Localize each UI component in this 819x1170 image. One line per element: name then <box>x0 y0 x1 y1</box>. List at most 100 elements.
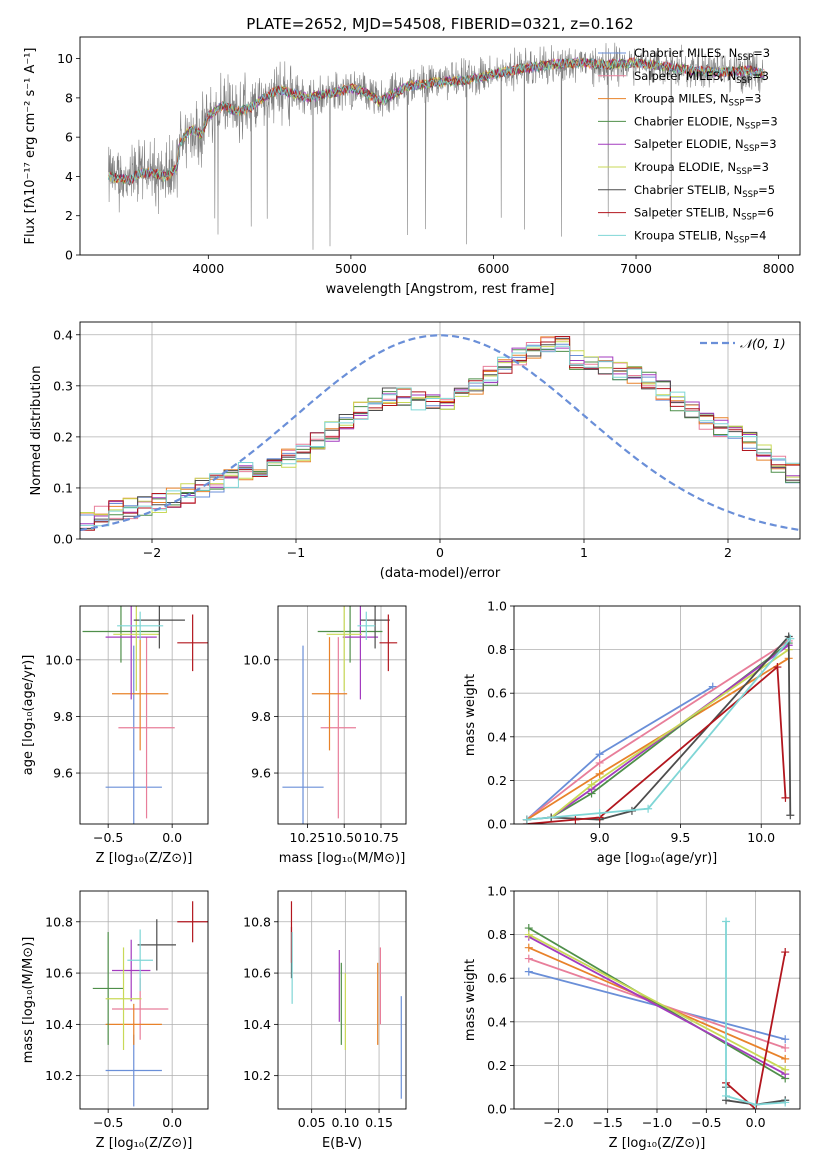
x-tick-label: 6000 <box>478 261 510 276</box>
y-tick-label: 10.2 <box>243 1068 271 1083</box>
legend-label-subscript: SSP <box>736 167 752 177</box>
mass-vs-metallicity-panel: −0.5 0.0 10.2 10.4 10.6 10.8 Z [log₁₀(Z/Z⊙)] ma… <box>21 890 209 1151</box>
weight-point-marker <box>781 1098 790 1107</box>
y-tick-label: 1.0 <box>487 884 507 899</box>
legend-label: 𝒩(0, 1) <box>740 336 786 351</box>
x-axis-label: (data-model)/error <box>380 566 501 581</box>
weight-point-marker <box>781 793 790 802</box>
weight-point-marker <box>595 750 604 759</box>
y-tick-label: 10.8 <box>243 914 271 929</box>
axes-frame <box>277 605 407 825</box>
legend-label-text: Chabrier STELIB, N <box>634 183 742 197</box>
y-tick-label: 0.6 <box>487 971 507 986</box>
plot-area <box>282 606 398 824</box>
weight-vs-metallicity-panel: −2.0 −1.5 −1.0 −0.5 0.0 0.0 0.2 0.4 0.6 0.8 1.0 Z [… <box>463 884 801 1151</box>
x-tick-label: −2 <box>143 545 161 560</box>
y-tick-label: 8 <box>65 90 73 105</box>
weight-point-marker <box>571 815 580 824</box>
x-tick-label: 0.10 <box>331 1115 359 1130</box>
x-tick-label: −0.5 <box>691 1115 721 1130</box>
x-tick-label: 9.5 <box>670 830 690 845</box>
legend-label-suffix: =3 <box>753 46 770 60</box>
residual-histogram-step <box>80 336 800 529</box>
x-tick-label: 0.0 <box>746 1115 766 1130</box>
y-tick-label: 1.0 <box>487 599 507 614</box>
y-tick-label: 0.4 <box>487 1014 507 1029</box>
legend-label-text: Kroupa MILES, N <box>634 92 729 106</box>
y-tick-label: 0.6 <box>487 686 507 701</box>
legend-label-suffix: =5 <box>758 183 775 197</box>
plot-area <box>80 334 800 532</box>
y-axis-label: mass weight <box>463 959 478 1041</box>
y-tick-label: 0.8 <box>487 642 507 657</box>
x-tick-label: 0.0 <box>162 830 182 845</box>
weight-point-marker <box>522 815 531 824</box>
spectrum-panel: 4000 5000 6000 7000 8000 0 2 4 6 8 10 wavelength [A… <box>23 36 801 297</box>
axes-frame <box>79 605 209 825</box>
y-tick-label: 9.8 <box>53 709 73 724</box>
weight-series-line <box>528 927 786 1080</box>
legend-label: Salpeter MILES, NSSP=3 <box>634 69 769 86</box>
x-tick-label: 0.15 <box>365 1115 393 1130</box>
legend-label-text: Salpeter MILES, N <box>634 69 736 83</box>
weight-point-marker <box>773 663 782 672</box>
weight-point-marker <box>786 634 795 643</box>
weight-series-line <box>528 936 786 1075</box>
x-tick-label: 1 <box>580 545 588 560</box>
residual-histogram-step <box>80 341 800 516</box>
legend-label-subscript: SSP <box>734 235 750 245</box>
y-tick-label: 10.0 <box>243 652 271 667</box>
y-tick-label: 0.2 <box>53 429 73 444</box>
y-axis-label: Flux [fλ10⁻¹⁷ erg cm⁻² s⁻¹ A⁻¹] <box>23 48 38 245</box>
weight-point-marker <box>524 954 533 963</box>
y-tick-label: 10.4 <box>243 1017 271 1032</box>
x-tick-label: 9.0 <box>590 830 610 845</box>
weight-point-marker <box>781 948 790 957</box>
y-tick-label: 0.4 <box>53 327 73 342</box>
y-tick-label: 0.2 <box>487 1058 507 1073</box>
legend-label-subscript: SSP <box>745 121 761 131</box>
weight-point-marker <box>595 809 604 818</box>
weight-series-line <box>725 951 787 1109</box>
y-tick-label: 10.2 <box>45 1068 73 1083</box>
y-tick-label: 10.8 <box>45 914 73 929</box>
x-tick-label: 10.75 <box>363 830 399 845</box>
legend-label-text: Salpeter STELIB, N <box>634 206 741 220</box>
x-tick-label: −0.5 <box>93 830 123 845</box>
x-tick-label: −1.0 <box>642 1115 672 1130</box>
y-tick-label: 9.8 <box>251 709 271 724</box>
age-vs-mass-panel: 10.25 10.50 10.75 9.6 9.8 10.0 mass [log₁₀(M/M… <box>243 605 407 866</box>
x-tick-label: 0.0 <box>162 1115 182 1130</box>
y-tick-label: 10.4 <box>45 1017 73 1032</box>
legend-label-text: Kroupa STELIB, N <box>634 228 734 242</box>
x-tick-label: 2 <box>724 545 732 560</box>
axes-frame <box>79 36 801 256</box>
residual-histogram-step <box>80 336 800 531</box>
x-tick-label: 7000 <box>620 261 652 276</box>
weight-point-marker <box>595 769 604 778</box>
y-tick-label: 6 <box>65 130 73 145</box>
age-vs-metallicity-panel: −0.5 0.0 9.6 9.8 10.0 Z [log₁₀(Z/Z⊙)] age [log… <box>21 605 209 866</box>
x-tick-label: −1 <box>287 545 305 560</box>
plot-area <box>524 917 790 1109</box>
legend-label-subscript: SSP <box>741 213 757 223</box>
weight-point-marker <box>781 1043 790 1052</box>
weight-vs-age-panel: 9.0 9.5 10.0 0.0 0.2 0.4 0.6 0.8 1.0 age [log₁₀(a… <box>463 599 801 866</box>
legend-label-subscript: SSP <box>736 76 752 86</box>
legend-label: Kroupa MILES, NSSP=3 <box>634 92 761 109</box>
x-tick-label: −2.0 <box>543 1115 573 1130</box>
weight-point-marker <box>524 967 533 976</box>
legend-label-subscript: SSP <box>737 53 753 63</box>
legend-label-suffix: =3 <box>744 92 761 106</box>
legend-label: Kroupa STELIB, NSSP=4 <box>634 228 766 245</box>
legend-label-suffix: =4 <box>749 228 766 242</box>
weight-point-marker <box>781 1065 790 1074</box>
weight-point-marker <box>781 1054 790 1063</box>
plot-area <box>522 632 795 824</box>
y-tick-label: 9.6 <box>251 766 271 781</box>
axes-frame <box>277 890 407 1110</box>
x-axis-label: Z [log₁₀(Z/Z⊙)] <box>96 851 193 866</box>
x-tick-label: 8000 <box>763 261 795 276</box>
weight-series-line <box>526 640 790 821</box>
